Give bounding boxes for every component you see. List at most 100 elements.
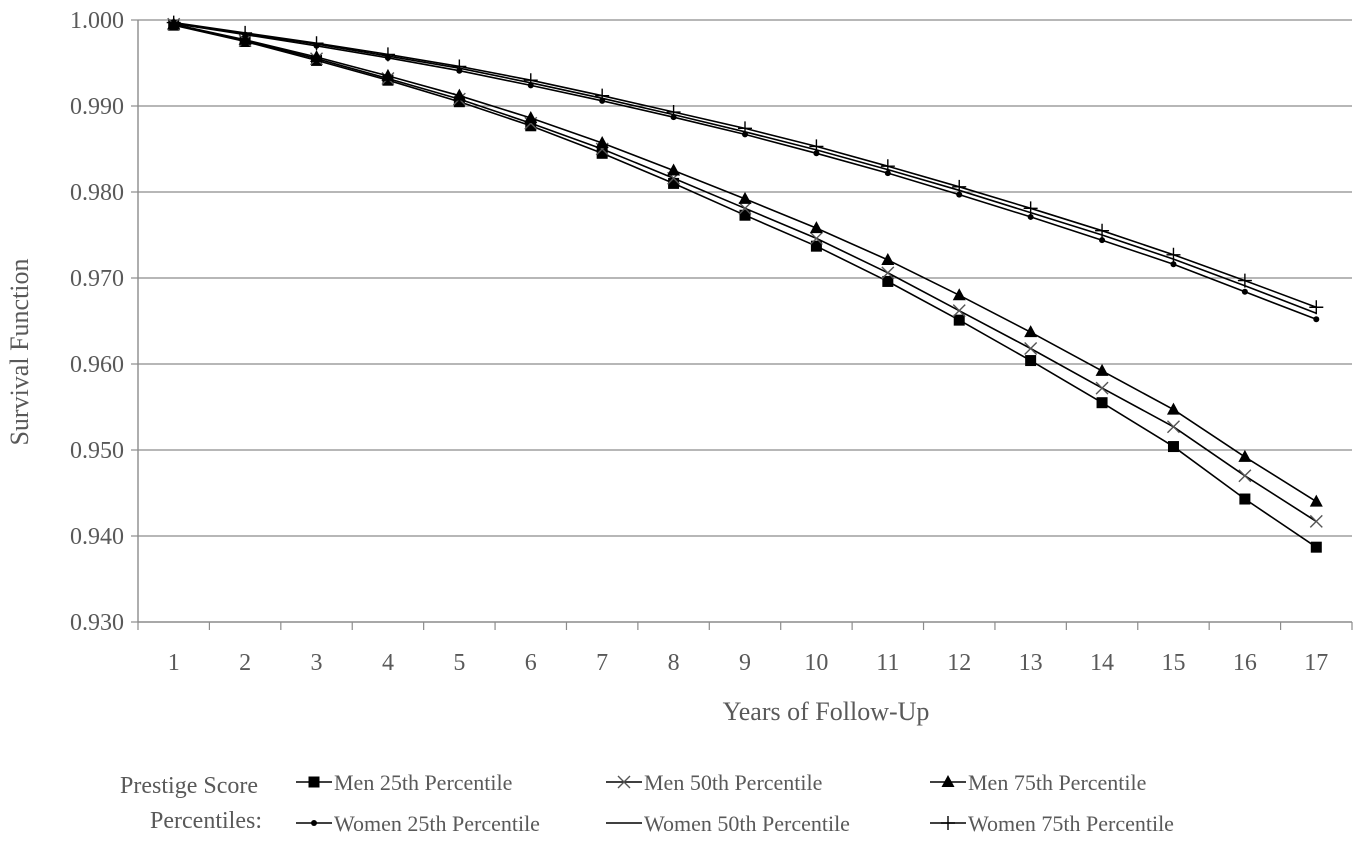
marker-square <box>308 776 320 788</box>
marker-plus <box>595 88 610 103</box>
marker-plus <box>1023 201 1038 216</box>
legend-title-line1: Prestige Score <box>120 773 258 799</box>
x-tick-label: 15 <box>1161 650 1185 676</box>
x-tick-label: 10 <box>804 650 828 676</box>
marker-plus <box>1166 247 1181 262</box>
marker-plus <box>1309 300 1324 315</box>
marker-square <box>882 275 894 287</box>
marker-square <box>1167 441 1179 453</box>
marker-triangle <box>1309 494 1323 507</box>
x-tick-label: 7 <box>596 650 608 676</box>
marker-triangle <box>595 135 609 148</box>
grid-lines <box>138 19 1352 537</box>
y-tick-label: 0.960 <box>70 352 124 378</box>
marker-plus <box>380 47 395 62</box>
x-tick-label: 17 <box>1304 650 1328 676</box>
marker-x <box>738 201 752 215</box>
marker-square <box>810 240 822 252</box>
marker-plus <box>952 179 967 194</box>
marker-square <box>525 120 537 132</box>
marker-dot <box>1241 288 1248 295</box>
series-men-50th-percentile <box>167 17 1323 528</box>
y-tick-label: 0.980 <box>70 180 124 206</box>
marker-triangle <box>1166 402 1180 415</box>
marker-x <box>952 304 966 318</box>
marker-x <box>881 266 895 280</box>
marker-square <box>596 147 608 159</box>
marker-square <box>668 177 680 189</box>
x-tick-label: 11 <box>876 650 899 676</box>
axes <box>131 19 1353 630</box>
x-tick-label: 4 <box>382 650 394 676</box>
marker-dot <box>311 820 317 826</box>
y-tick-label: 0.950 <box>70 438 124 464</box>
marker-dot <box>1027 213 1034 220</box>
marker-plus <box>166 15 181 30</box>
legend-item: Men 25th Percentile <box>296 770 512 795</box>
marker-triangle <box>881 252 895 265</box>
legend-item: Men 75th Percentile <box>930 770 1146 795</box>
marker-triangle <box>310 49 324 62</box>
y-tick-label: 0.970 <box>70 266 124 292</box>
y-tick-label: 0.930 <box>70 610 124 636</box>
marker-triangle <box>1024 325 1038 338</box>
marker-square <box>739 209 751 221</box>
legend-item: Women 25th Percentile <box>296 811 540 836</box>
marker-triangle <box>952 288 966 301</box>
marker-triangle <box>381 68 395 81</box>
marker-triangle <box>524 111 538 124</box>
y-tick-label: 0.940 <box>70 524 124 550</box>
marker-triangle <box>1238 449 1252 462</box>
marker-triangle <box>667 163 681 176</box>
legend-label: Women 75th Percentile <box>968 811 1174 836</box>
marker-dot <box>1313 316 1320 323</box>
marker-plus <box>309 36 324 51</box>
x-tick-label: 1 <box>168 650 180 676</box>
marker-x <box>617 775 631 789</box>
marker-x <box>1095 381 1109 395</box>
x-tick-label: 3 <box>311 650 323 676</box>
x-tick-label: 16 <box>1233 650 1257 676</box>
marker-square <box>1239 493 1251 505</box>
marker-x <box>1238 469 1252 483</box>
y-axis-label: Survival Function <box>5 258 34 445</box>
series-women-75th-percentile <box>166 15 1324 315</box>
x-tick-label: 5 <box>453 650 465 676</box>
x-axis-label: Years of Follow-Up <box>723 697 930 726</box>
x-tick-label: 8 <box>668 650 680 676</box>
marker-plus <box>1237 273 1252 288</box>
marker-plus <box>1095 223 1110 238</box>
legend-label: Men 75th Percentile <box>968 770 1146 795</box>
series-men-25th-percentile <box>168 19 1322 553</box>
marker-plus <box>666 105 681 120</box>
marker-triangle <box>809 221 823 234</box>
marker-square <box>453 96 465 108</box>
series-lines <box>166 15 1324 553</box>
marker-square <box>1096 397 1108 409</box>
legend-label: Women 25th Percentile <box>334 811 540 836</box>
marker-triangle <box>941 775 955 787</box>
marker-plus <box>941 816 955 830</box>
marker-dot <box>1099 237 1106 244</box>
legend-item: Men 50th Percentile <box>606 770 822 795</box>
legend-label: Men 25th Percentile <box>334 770 512 795</box>
marker-dot <box>956 191 963 198</box>
marker-x <box>1024 342 1038 356</box>
marker-x <box>1309 514 1323 528</box>
series-line <box>173 23 1317 503</box>
marker-plus <box>738 121 752 136</box>
marker-plus <box>880 159 895 174</box>
x-tick-label: 9 <box>739 650 751 676</box>
x-tick-label: 12 <box>947 650 971 676</box>
legend-label: Men 50th Percentile <box>644 770 822 795</box>
marker-triangle <box>738 191 752 204</box>
x-tick-label: 6 <box>525 650 537 676</box>
legend: Prestige Score Percentiles: Men 25th Per… <box>120 770 1174 836</box>
y-tick-label: 0.990 <box>70 94 124 120</box>
marker-square <box>1310 541 1322 553</box>
legend-item: Women 50th Percentile <box>606 811 850 836</box>
marker-dot <box>1170 261 1177 268</box>
marker-triangle <box>1095 363 1109 376</box>
tick-labels: 0.930 0.940 0.950 0.960 0.970 0.980 0.990 1.000… <box>70 8 1328 676</box>
